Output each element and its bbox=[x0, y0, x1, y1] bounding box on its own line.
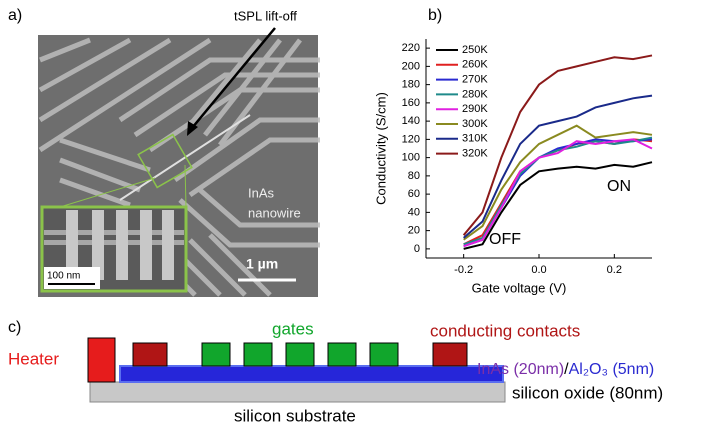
channel-label: InAs (20nm) bbox=[477, 361, 564, 378]
y-tick-label: 100 bbox=[402, 152, 420, 164]
panel-label: a) bbox=[8, 7, 22, 24]
gate bbox=[244, 343, 272, 366]
legend-label: 260K bbox=[462, 59, 488, 71]
legend-label: 280K bbox=[462, 88, 488, 100]
substrate-layer bbox=[90, 382, 505, 402]
device-diagram bbox=[88, 338, 505, 402]
nanowire-label: nanowire bbox=[248, 205, 301, 220]
y-tick-label: 120 bbox=[402, 133, 420, 145]
panel-label: c) bbox=[8, 319, 21, 336]
legend-label: 310K bbox=[462, 133, 488, 145]
contact bbox=[133, 343, 167, 366]
heater-label: Heater bbox=[8, 349, 59, 368]
y-tick-label: 200 bbox=[402, 60, 420, 72]
layer-label: InAs (20nm)/Al₂O₃ (5nm) bbox=[477, 361, 654, 378]
contact bbox=[433, 343, 467, 366]
y-tick-label: 180 bbox=[402, 79, 420, 91]
y-tick-label: 220 bbox=[402, 42, 420, 54]
inset-scale-bar-label: 100 nm bbox=[47, 271, 80, 282]
y-tick-label: 160 bbox=[402, 97, 420, 109]
legend-label: 250K bbox=[462, 44, 488, 56]
chart: 0 20 40 60 80 100 120 140 160 180 200 220 -0.2 0.0 0.2… bbox=[373, 39, 652, 295]
contacts-label: conducting contacts bbox=[430, 321, 580, 340]
gate bbox=[370, 343, 398, 366]
y-tick-label: 20 bbox=[408, 225, 420, 237]
panel-label: b) bbox=[428, 7, 442, 24]
y-tick-label: 0 bbox=[414, 243, 420, 255]
y-tick-label: 140 bbox=[402, 115, 420, 127]
oxide-label: silicon oxide (80nm) bbox=[512, 383, 663, 402]
legend-label: 270K bbox=[462, 74, 488, 86]
gate bbox=[202, 343, 230, 366]
scale-bar-label: 1 µm bbox=[246, 256, 278, 272]
legend-label: 300K bbox=[462, 118, 488, 130]
nanowire-label: InAs bbox=[248, 185, 275, 200]
annotation: OFF bbox=[489, 231, 521, 248]
x-tick-label: 0.0 bbox=[531, 264, 546, 276]
legend-label: 290K bbox=[462, 103, 488, 115]
gates-label: gates bbox=[272, 319, 314, 338]
y-tick-label: 60 bbox=[408, 188, 420, 200]
figure: a) b) c) tSPL lift-off InAs bbox=[0, 0, 708, 429]
annotation: ON bbox=[607, 178, 631, 195]
legend-label: 320K bbox=[462, 148, 488, 160]
y-axis-label: Conductivity (S/cm) bbox=[373, 92, 388, 205]
x-tick-label: -0.2 bbox=[454, 264, 473, 276]
gate bbox=[286, 343, 314, 366]
heater bbox=[88, 338, 115, 382]
annotation: tSPL lift-off bbox=[234, 8, 297, 23]
y-tick-label: 40 bbox=[408, 206, 420, 218]
x-axis-label: Gate voltage (V) bbox=[472, 280, 567, 295]
x-tick-label: 0.2 bbox=[607, 264, 622, 276]
dielectric-label: Al₂O₃ (5nm) bbox=[569, 361, 655, 378]
channel-layer bbox=[120, 366, 503, 382]
substrate-label: silicon substrate bbox=[234, 406, 356, 425]
y-tick-label: 80 bbox=[408, 170, 420, 182]
gate bbox=[328, 343, 356, 366]
